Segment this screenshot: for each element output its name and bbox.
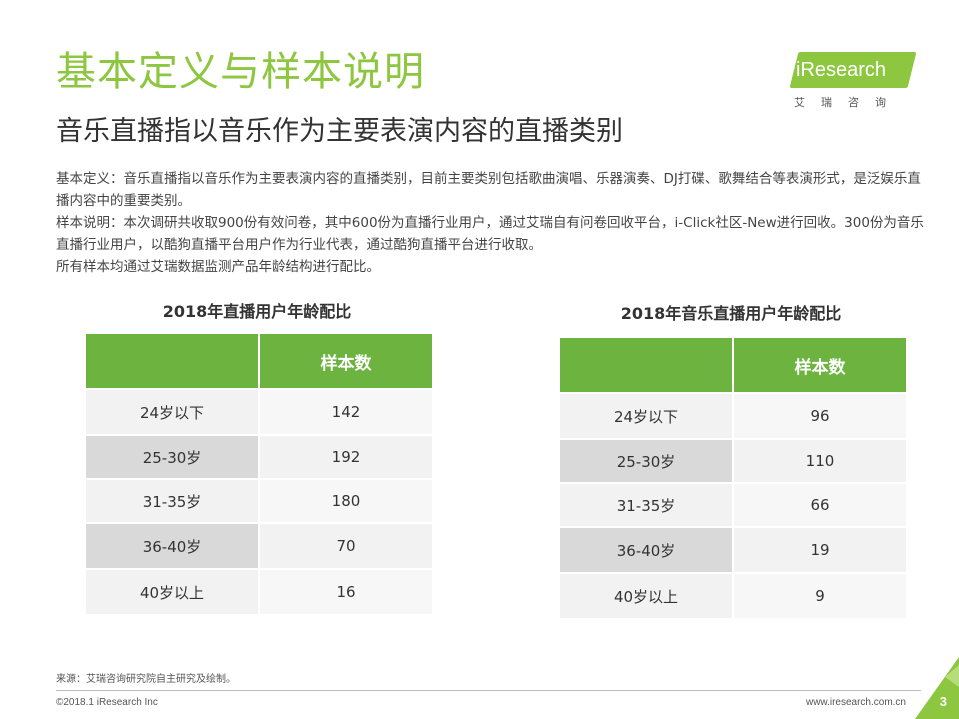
table-header-value: 样本数 [260,334,432,388]
table-row: 36-40岁 70 [86,524,432,568]
right-age-table: 样本数 24岁以下 96 25-30岁 110 31-35岁 66 36-40岁 19 40岁以… [558,336,908,620]
table-row: 25-30岁 110 [560,440,906,482]
age-group-cell: 36-40岁 [560,528,732,572]
age-group-cell: 40岁以上 [560,574,732,618]
page-number: 3 [939,694,947,709]
table-header-row: 样本数 [560,338,906,392]
sample-count-cell: 142 [260,390,432,434]
page-subtitle: 音乐直播指以音乐作为主要表演内容的直播类别 [56,116,623,147]
source-note: 来源：艾瑞咨询研究院自主研究及绘制。 [56,674,236,685]
table-row: 31-35岁 180 [86,480,432,522]
right-table-caption: 2018年音乐直播用户年龄配比 [620,304,842,323]
table-header-row: 样本数 [86,334,432,388]
copyright: ©2018.1 iResearch Inc [56,697,158,708]
page-title: 基本定义与样本说明 [56,49,425,95]
age-group-cell: 25-30岁 [560,440,732,482]
sample-weighting-note: 所有样本均通过艾瑞数据监测产品年龄结构进行配比。 [56,259,380,275]
table-row: 40岁以上 9 [560,574,906,618]
sample-count-cell: 70 [260,524,432,568]
table-row: 31-35岁 66 [560,484,906,526]
left-age-table: 样本数 24岁以下 142 25-30岁 192 31-35岁 180 36-40岁 70 40… [84,332,434,616]
sample-count-cell: 192 [260,436,432,478]
age-group-cell: 25-30岁 [86,436,258,478]
definition-text: 基本定义：音乐直播指以音乐作为主要表演内容的直播类别，目前主要类别包括歌曲演唱、… [56,168,926,278]
table-header-value: 样本数 [734,338,906,392]
left-table-body: 24岁以下 142 25-30岁 192 31-35岁 180 36-40岁 70 40岁以上 1… [86,390,432,614]
age-group-cell: 24岁以下 [86,390,258,434]
right-table-body: 24岁以下 96 25-30岁 110 31-35岁 66 36-40岁 19 40岁以上 9 [560,394,906,618]
table-row: 40岁以上 16 [86,570,432,614]
footer-divider [56,690,921,691]
sample-count-cell: 96 [734,394,906,438]
corner-decoration [915,657,959,719]
left-table-caption: 2018年直播用户年龄配比 [162,302,352,321]
logo-text: iResearch [796,59,887,81]
sample-count-cell: 110 [734,440,906,482]
basic-definition: 基本定义：音乐直播指以音乐作为主要表演内容的直播类别，目前主要类别包括歌曲演唱、… [56,171,921,209]
sample-count-cell: 180 [260,480,432,522]
website-link[interactable]: www.iresearch.com.cn [805,697,906,708]
logo-chinese-name: 艾瑞咨询 [794,96,902,109]
sample-count-cell: 19 [734,528,906,572]
age-group-cell: 36-40岁 [86,524,258,568]
table-row: 24岁以下 96 [560,394,906,438]
table-header-label [560,338,732,392]
sample-description: 样本说明：本次调研共收取900份有效问卷，其中600份为直播行业用户，通过艾瑞自… [56,215,924,253]
age-group-cell: 24岁以下 [560,394,732,438]
table-row: 25-30岁 192 [86,436,432,478]
table-row: 36-40岁 19 [560,528,906,572]
iresearch-logo: iResearch 艾瑞咨询 [789,52,920,112]
age-group-cell: 31-35岁 [86,480,258,522]
sample-count-cell: 66 [734,484,906,526]
sample-count-cell: 9 [734,574,906,618]
table-header-label [86,334,258,388]
age-group-cell: 31-35岁 [560,484,732,526]
sample-count-cell: 16 [260,570,432,614]
age-group-cell: 40岁以上 [86,570,258,614]
table-row: 24岁以下 142 [86,390,432,434]
